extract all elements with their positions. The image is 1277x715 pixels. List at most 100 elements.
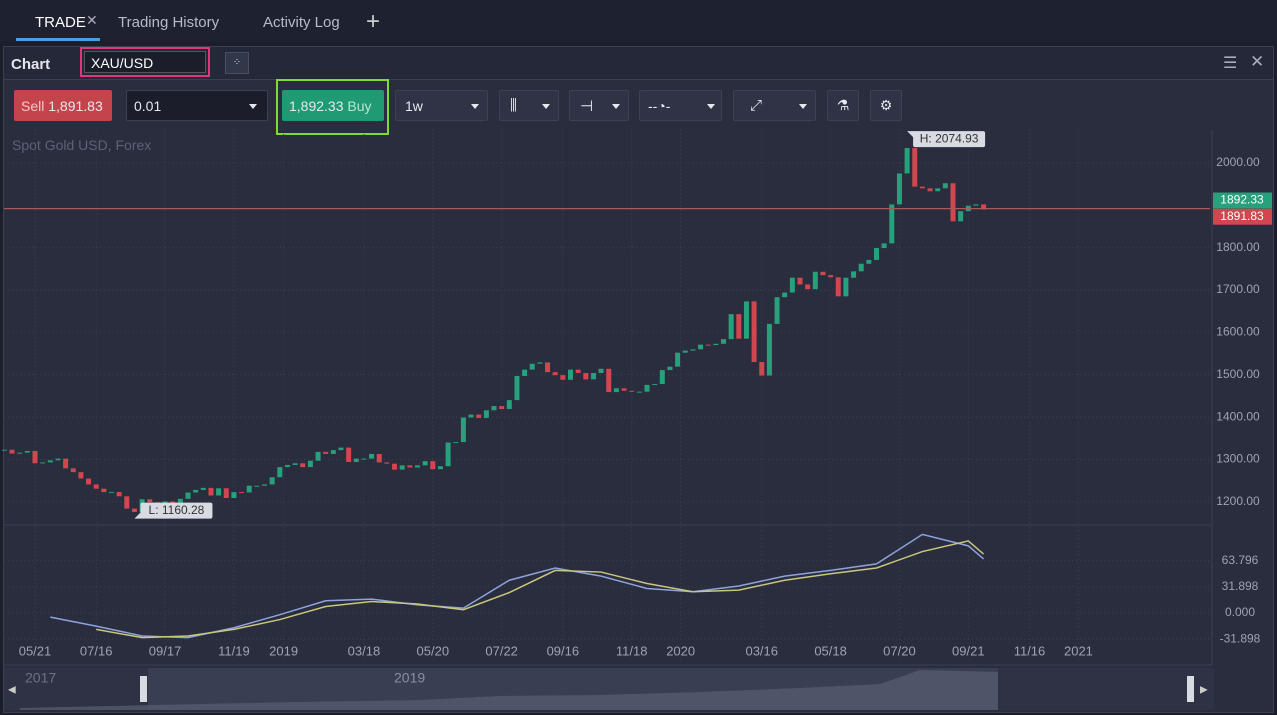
close-panel[interactable]: ✕	[1250, 52, 1265, 71]
x-tick-label: 2019	[269, 643, 298, 658]
candle	[759, 362, 765, 376]
candle	[460, 417, 466, 443]
candle	[919, 186, 925, 189]
tab-bar	[0, 0, 1277, 42]
macd-tick-label: 31.898	[1222, 579, 1259, 593]
candle	[193, 489, 199, 493]
candle	[560, 375, 566, 380]
navigator-handle[interactable]	[140, 676, 147, 702]
close-icon[interactable]: ✕	[86, 12, 98, 28]
x-tick-label: 11/18	[616, 643, 648, 658]
scroll-left[interactable]: ◀	[8, 685, 16, 696]
sell-button[interactable]: Sell 1,891.83	[14, 90, 112, 121]
candle	[889, 204, 895, 244]
candle	[950, 183, 956, 222]
x-tick-label: 05/18	[814, 643, 847, 658]
candle	[545, 362, 551, 373]
candle	[185, 492, 191, 499]
candle	[667, 366, 673, 371]
x-tick-label: 2021	[1064, 643, 1093, 658]
candle	[246, 485, 252, 493]
buy-button[interactable]: 1,892.33 Buy	[282, 90, 384, 121]
chart-subtitle: Spot Gold USD, Forex	[12, 137, 152, 153]
candle	[774, 297, 780, 324]
settings-button[interactable]: ⚙	[870, 90, 902, 121]
candle	[506, 400, 512, 410]
candle	[797, 277, 803, 285]
candle	[445, 442, 451, 467]
add-tab[interactable]: +	[366, 8, 381, 35]
candle	[223, 488, 229, 499]
navigator-handle[interactable]	[1187, 676, 1194, 702]
lab-button[interactable]: ⚗	[827, 90, 859, 121]
tab[interactable]: Trading History	[118, 14, 220, 31]
candle	[101, 488, 107, 493]
candle	[552, 372, 558, 376]
buy-highlight	[276, 79, 389, 135]
candle	[177, 498, 183, 504]
candle	[820, 271, 826, 276]
navigator-area	[20, 670, 998, 710]
indicator-button[interactable]: ⊣	[569, 90, 629, 121]
candle	[881, 243, 887, 249]
candle	[254, 485, 260, 487]
x-tick-label: 03/18	[348, 643, 381, 658]
x-tick-label: 09/16	[547, 643, 580, 658]
candle	[499, 406, 505, 410]
candle	[468, 414, 474, 418]
candle	[476, 414, 482, 418]
candle	[200, 487, 206, 490]
quantity-select[interactable]: 0.01	[126, 90, 268, 121]
scroll-right[interactable]: ▶	[1200, 685, 1208, 696]
time-button[interactable]: --◔-	[639, 90, 722, 121]
candle	[942, 183, 948, 189]
candle	[675, 352, 681, 367]
candle	[858, 263, 864, 272]
candle	[690, 349, 696, 351]
draw-button[interactable]: ⤢	[733, 90, 816, 121]
interval-select[interactable]: 1w	[395, 90, 488, 121]
macd-line	[50, 533, 985, 639]
compare-button[interactable]: ⁘	[225, 52, 249, 74]
candle	[239, 492, 245, 494]
x-tick-label: 03/16	[745, 643, 778, 658]
panel-header	[4, 47, 1273, 80]
quantity: 0.01	[134, 97, 162, 114]
candle	[361, 458, 367, 460]
candle	[835, 277, 841, 297]
candle	[736, 314, 742, 339]
candle	[575, 369, 581, 374]
chart-type-button[interactable]: ⫼	[499, 90, 559, 121]
high-label: H: 2074.93	[920, 131, 979, 145]
symbol-input[interactable]: XAU/USD	[84, 51, 206, 73]
candle	[40, 462, 46, 464]
x-tick-label: 07/20	[883, 643, 916, 658]
candle	[568, 369, 573, 380]
candle	[843, 277, 849, 297]
y-tick-label: 1600.00	[1216, 325, 1260, 339]
candle	[422, 461, 428, 466]
x-tick-label: 11/19	[218, 643, 250, 658]
candle	[116, 492, 122, 497]
candle	[131, 508, 137, 512]
high-box	[913, 131, 986, 148]
tab[interactable]: Activity Log	[263, 14, 340, 31]
buy-label: Buy	[347, 97, 372, 114]
candle	[55, 458, 61, 461]
candle	[851, 271, 857, 278]
candle	[376, 453, 382, 463]
candle	[109, 492, 114, 494]
candle	[208, 487, 214, 496]
x-tick-label: 05/20	[417, 643, 450, 658]
candle	[896, 173, 902, 205]
x-tick-label: 07/22	[485, 643, 518, 658]
candle	[904, 148, 910, 174]
candle	[284, 464, 290, 468]
tab[interactable]: TRADE	[35, 14, 86, 31]
low-label: L: 1160.28	[149, 503, 205, 517]
ask-tag	[1213, 192, 1272, 209]
candle	[269, 477, 275, 485]
candle	[981, 204, 987, 210]
menu-icon[interactable]: ☰	[1223, 55, 1238, 72]
